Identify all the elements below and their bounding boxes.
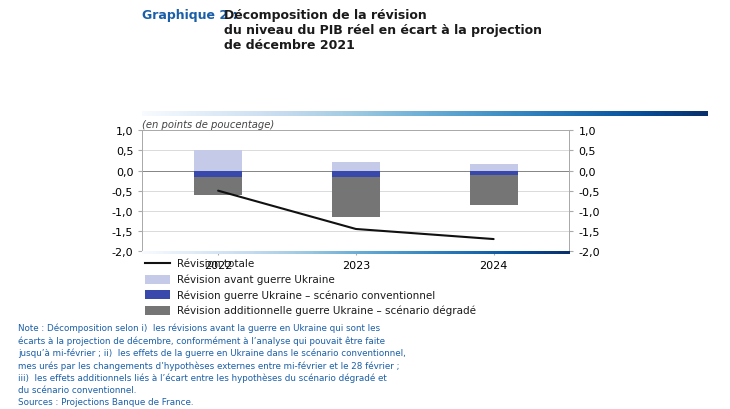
- Bar: [331, 177, 380, 217]
- Bar: [331, 171, 380, 177]
- Bar: [331, 163, 380, 171]
- Bar: [194, 171, 242, 177]
- Text: Graphique 2 :: Graphique 2 :: [142, 9, 242, 22]
- FancyBboxPatch shape: [145, 306, 169, 315]
- FancyBboxPatch shape: [145, 275, 169, 284]
- Text: Révision avant guerre Ukraine: Révision avant guerre Ukraine: [177, 274, 334, 285]
- Text: (en points de poucentage): (en points de poucentage): [142, 120, 274, 130]
- FancyBboxPatch shape: [145, 291, 169, 299]
- Text: Note : Décomposition selon i)  les révisions avant la guerre en Ukraine qui sont: Note : Décomposition selon i) les révisi…: [18, 323, 406, 406]
- Text: Révision totale: Révision totale: [177, 259, 254, 269]
- Bar: [469, 165, 518, 171]
- Bar: [469, 175, 518, 205]
- Bar: [194, 151, 242, 171]
- Bar: [469, 171, 518, 175]
- Bar: [194, 177, 242, 195]
- Text: Révision guerre Ukraine – scénario conventionnel: Révision guerre Ukraine – scénario conve…: [177, 290, 435, 300]
- Text: Décomposition de la révision
du niveau du PIB réel en écart à la projection
de d: Décomposition de la révision du niveau d…: [224, 9, 542, 52]
- Text: Révision additionnelle guerre Ukraine – scénario dégradé: Révision additionnelle guerre Ukraine – …: [177, 305, 475, 315]
